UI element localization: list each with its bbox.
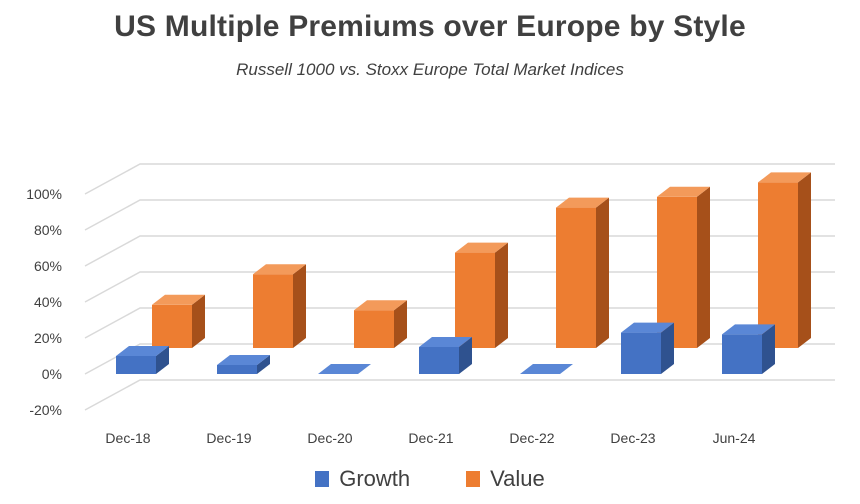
bar-front bbox=[621, 332, 661, 374]
bar-front bbox=[354, 310, 394, 348]
bar bbox=[116, 346, 169, 374]
bar-side bbox=[495, 242, 508, 348]
bar bbox=[318, 364, 371, 375]
legend-item-growth: Growth bbox=[315, 466, 410, 492]
bar bbox=[657, 186, 710, 348]
bar-side bbox=[596, 197, 609, 348]
bar-side bbox=[459, 337, 472, 374]
bar bbox=[152, 294, 205, 348]
x-tick-label: Dec-23 bbox=[610, 430, 655, 446]
bar bbox=[758, 172, 811, 348]
x-tick-label: Dec-22 bbox=[509, 430, 554, 446]
y-tick-label: 0% bbox=[42, 366, 62, 382]
bar-front bbox=[556, 207, 596, 348]
bar-top bbox=[152, 294, 205, 305]
bar-top bbox=[621, 322, 674, 333]
bar-front bbox=[152, 304, 192, 348]
chart-title: US Multiple Premiums over Europe by Styl… bbox=[114, 10, 746, 43]
legend-label-value: Value bbox=[490, 466, 545, 491]
bar-top bbox=[556, 197, 609, 208]
y-tick-label: 60% bbox=[34, 258, 62, 274]
y-tick-label: 40% bbox=[34, 294, 62, 310]
bar-front bbox=[116, 356, 156, 374]
bar-front bbox=[455, 252, 495, 348]
bar bbox=[217, 355, 270, 374]
bars bbox=[116, 172, 811, 375]
bar-side bbox=[257, 355, 270, 374]
bar-top bbox=[116, 346, 169, 356]
bar-front bbox=[419, 347, 459, 374]
bar-front bbox=[758, 182, 798, 348]
bar-top bbox=[520, 364, 573, 374]
bar-top bbox=[419, 337, 472, 347]
y-tick-label: -20% bbox=[29, 402, 62, 418]
bar-top bbox=[722, 324, 775, 335]
bar-side bbox=[697, 186, 710, 348]
bar-side bbox=[661, 322, 674, 374]
bar-side bbox=[394, 300, 407, 348]
bar-side bbox=[156, 346, 169, 374]
bar bbox=[419, 337, 472, 374]
gridline bbox=[84, 199, 835, 231]
y-axis-ticks: 100% 80% 60% 40% 20% 0% -20% bbox=[26, 186, 62, 418]
bar bbox=[455, 242, 508, 348]
x-tick-label: Dec-18 bbox=[105, 430, 150, 446]
bar-top bbox=[455, 242, 508, 253]
y-tick-label: 100% bbox=[26, 186, 62, 202]
bar-top bbox=[758, 172, 811, 183]
bar-top bbox=[217, 355, 270, 365]
bar-top bbox=[354, 300, 407, 311]
chart-subtitle: Russell 1000 vs. Stoxx Europe Total Mark… bbox=[236, 60, 624, 79]
bar-front bbox=[217, 365, 257, 374]
bar-side bbox=[293, 264, 306, 348]
gridline bbox=[84, 163, 835, 195]
bar-front bbox=[722, 334, 762, 374]
bar bbox=[354, 300, 407, 348]
legend: Growth Value bbox=[0, 466, 860, 492]
x-tick-label: Dec-21 bbox=[408, 430, 453, 446]
bar bbox=[556, 197, 609, 348]
y-tick-label: 20% bbox=[34, 330, 62, 346]
x-tick-label: Jun-24 bbox=[713, 430, 756, 446]
bar-front bbox=[253, 274, 293, 348]
bar bbox=[722, 324, 775, 374]
x-tick-label: Dec-20 bbox=[307, 430, 352, 446]
bar bbox=[520, 364, 573, 375]
y-tick-label: 80% bbox=[34, 222, 62, 238]
bar-top bbox=[318, 364, 371, 374]
gridline bbox=[84, 379, 835, 411]
x-tick-label: Dec-19 bbox=[206, 430, 251, 446]
x-axis-ticks: Dec-18 Dec-19 Dec-20 Dec-21 Dec-22 Dec-23 Jun-… bbox=[105, 430, 755, 446]
legend-label-growth: Growth bbox=[339, 466, 411, 491]
legend-swatch-growth bbox=[315, 471, 330, 487]
bar-side bbox=[762, 324, 775, 374]
bar-side bbox=[192, 294, 205, 348]
bar-top bbox=[657, 186, 710, 197]
legend-item-value: Value bbox=[466, 466, 545, 492]
legend-swatch-value bbox=[466, 471, 481, 487]
bar bbox=[253, 264, 306, 348]
bar-top bbox=[253, 264, 306, 275]
bar bbox=[621, 322, 674, 374]
bar-side bbox=[798, 172, 811, 348]
gridline bbox=[84, 343, 835, 375]
